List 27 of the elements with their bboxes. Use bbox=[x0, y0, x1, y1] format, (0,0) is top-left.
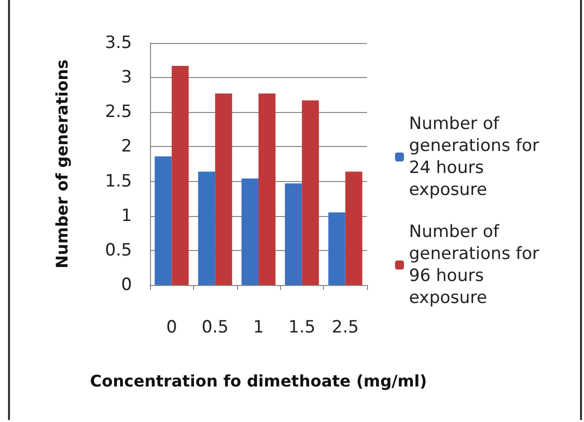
bar bbox=[258, 93, 276, 285]
y-tick-label: 0 bbox=[121, 275, 132, 295]
x-tick-label: 1 bbox=[253, 318, 264, 338]
y-tick-label: 2.5 bbox=[104, 102, 132, 122]
y-tick-label: 1 bbox=[121, 206, 132, 226]
bar bbox=[215, 93, 232, 285]
legend-label: Number of generations for 24 hours exposure bbox=[409, 114, 544, 200]
bar bbox=[328, 212, 346, 285]
bar bbox=[154, 156, 172, 285]
bar bbox=[302, 100, 319, 285]
bar bbox=[345, 172, 362, 285]
y-tick-label: 2 bbox=[121, 136, 132, 157]
bar bbox=[242, 178, 258, 285]
bar bbox=[172, 66, 189, 285]
y-tick-label: 0.5 bbox=[104, 240, 132, 260]
y-axis-title: Number of generations bbox=[52, 59, 72, 269]
y-tick-label: 3.5 bbox=[104, 33, 132, 53]
x-tick-label: 1.5 bbox=[288, 318, 316, 338]
bar bbox=[284, 183, 302, 285]
x-tick-label: 0 bbox=[166, 318, 178, 338]
y-tick-label: 3 bbox=[121, 68, 132, 88]
x-tick-label: 2.5 bbox=[332, 318, 359, 338]
x-axis-title: Concentration fo dimethoate (mg/ml) bbox=[90, 372, 427, 390]
y-tick-label: 1.5 bbox=[104, 171, 132, 192]
x-tick-label: 0.5 bbox=[202, 318, 229, 338]
bar bbox=[198, 172, 216, 285]
legend-label: Number of generations for 96 hours exposure bbox=[409, 222, 544, 308]
